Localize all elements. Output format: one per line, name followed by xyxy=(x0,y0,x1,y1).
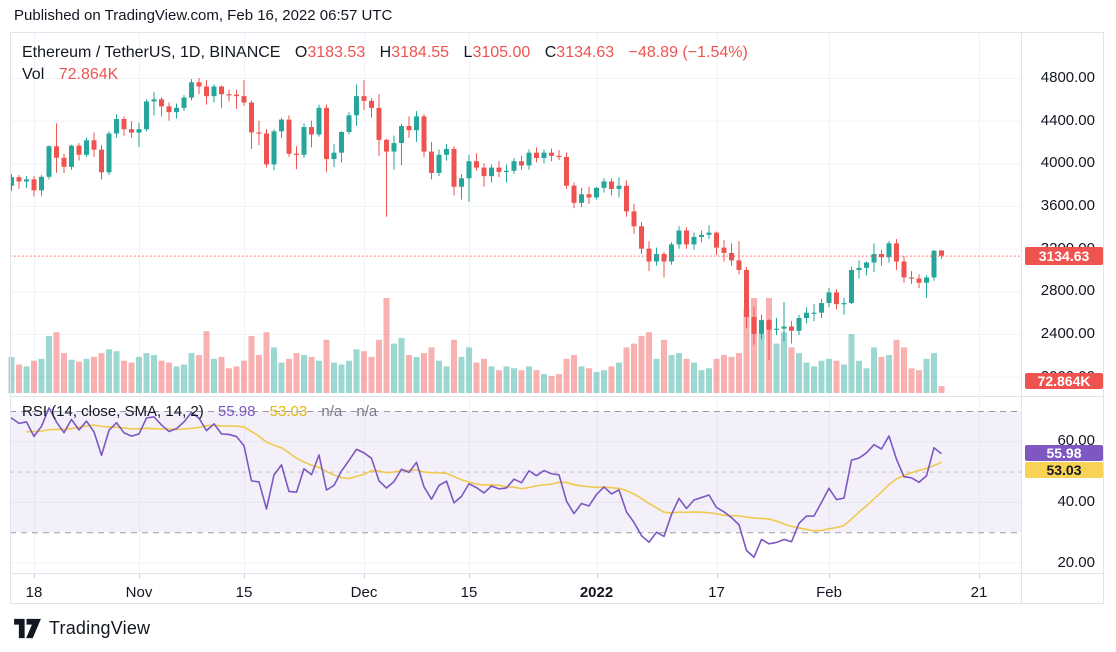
time-tick-label: 15 xyxy=(235,584,253,601)
time-tick-label: Nov xyxy=(125,584,153,601)
rsi-na-1: n/a xyxy=(321,403,343,420)
ohlc-open-value: 3183.53 xyxy=(307,44,366,61)
rsi-na-2: n/a xyxy=(356,403,378,420)
time-tick-label: 17 xyxy=(708,584,725,601)
tradingview-logo-icon[interactable] xyxy=(14,617,41,640)
price-axis-separator xyxy=(1021,32,1022,604)
rsi-value-badge: 55.98 xyxy=(1025,445,1103,461)
rsi-sma-value: 53.03 xyxy=(269,403,308,420)
time-tick-label: 2022 xyxy=(579,584,614,601)
price-tick-label: 4400.00 xyxy=(1040,111,1095,129)
volume-legend: Vol 72.864K xyxy=(22,66,118,84)
time-tick-mark xyxy=(34,574,35,578)
time-tick-label: 21 xyxy=(970,584,988,601)
ohlc-close-label: C xyxy=(544,44,557,61)
ohlc-low-value: 3105.00 xyxy=(472,44,531,61)
price-tick-label: 4800.00 xyxy=(1040,69,1095,86)
time-axis-separator xyxy=(10,573,1105,574)
ohlc-high-value: 3184.55 xyxy=(391,44,450,61)
price-tick-label: 3600.00 xyxy=(1040,197,1095,214)
ohlc-close-value: 3134.63 xyxy=(556,44,615,61)
ohlc-high-label: H xyxy=(379,44,392,61)
rsi-legend: RSI (14, close, SMA, 14, 2) 55.98 53.03 … xyxy=(22,403,377,420)
rsi-tick-label: 20.00 xyxy=(1057,553,1095,571)
time-axis[interactable]: 18 Nov 15 Dec 15 2022 17 Feb 21 xyxy=(10,574,1021,604)
price-tick-label: 2400.00 xyxy=(1040,325,1095,342)
rsi-tick-label: 40.00 xyxy=(1057,492,1095,510)
symbol-legend: Ethereum / TetherUS, 1D, BINANCE O3183.5… xyxy=(22,44,748,62)
time-tick-mark xyxy=(829,574,830,578)
volume-label[interactable]: Vol xyxy=(22,66,45,83)
time-tick-label: Feb xyxy=(816,584,842,601)
footer: TradingView xyxy=(14,617,150,640)
volume-value: 72.864K xyxy=(58,66,119,83)
symbol-title[interactable]: Ethereum / TetherUS, 1D, BINANCE xyxy=(22,44,281,61)
time-tick-mark xyxy=(469,574,470,578)
price-tick-label: 4000.00 xyxy=(1040,154,1095,172)
brand-text[interactable]: TradingView xyxy=(49,618,151,638)
time-tick-mark xyxy=(364,574,365,578)
ohlc-open-label: O xyxy=(294,44,308,61)
rsi-title[interactable]: RSI (14, close, SMA, 14, 2) xyxy=(22,403,204,420)
time-tick-label: 15 xyxy=(460,584,478,601)
time-tick-mark xyxy=(979,574,980,578)
rsi-tick-label: 60.00 xyxy=(1057,432,1095,450)
last-volume-badge: 72.864K xyxy=(1025,373,1103,389)
price-tick-label: 2800.00 xyxy=(1040,282,1095,300)
time-tick-label: Dec xyxy=(350,584,378,601)
rsi-value: 55.98 xyxy=(217,403,256,420)
change-value: −48.89 (−1.54%) xyxy=(628,44,748,61)
pane-separator[interactable] xyxy=(10,396,1105,397)
last-price-badge: 3134.63 xyxy=(1025,246,1103,265)
time-tick-mark xyxy=(139,574,140,578)
time-tick-label: 18 xyxy=(25,584,43,601)
time-tick-mark xyxy=(716,574,718,578)
time-tick-mark xyxy=(244,574,245,578)
rsi-sma-value-badge: 53.03 xyxy=(1025,462,1103,478)
time-tick-mark xyxy=(596,574,598,578)
chart-widget-border xyxy=(10,32,1104,604)
ohlc-low-label: L xyxy=(463,44,473,61)
price-axis[interactable]: 4800.004400.004000.003600.003200.002800.… xyxy=(1022,32,1105,573)
